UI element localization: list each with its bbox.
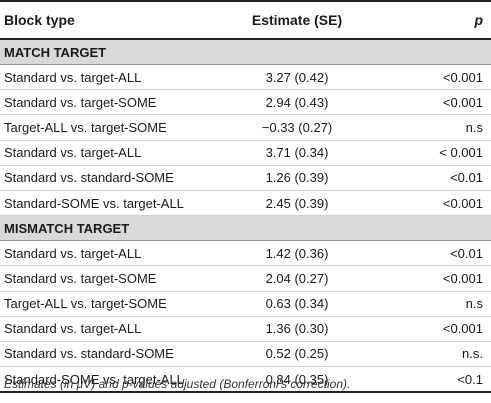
table-row: Standard vs. target-SOME 2.04 (0.27) <0.00… (0, 265, 491, 292)
p-value-cell: < 0.001 (376, 140, 491, 166)
p-value-cell: <0.001 (376, 265, 491, 292)
table-row: Standard-SOME vs. target-ALL 2.45 (0.39) <… (0, 190, 491, 217)
p-value-cell: <0.001 (376, 89, 491, 116)
section-title: MATCH TARGET (0, 39, 491, 65)
block-type-cell: Standard vs. target-ALL (0, 316, 218, 342)
estimate-cell: 2.45 (0.39) (218, 190, 376, 217)
estimate-cell: 2.94 (0.43) (218, 89, 376, 116)
estimate-cell: 3.27 (0.42) (218, 64, 376, 91)
block-type-cell: Standard vs. target-SOME (0, 89, 218, 116)
block-type-cell: Standard vs. standard-SOME (0, 165, 218, 191)
table-body: MATCH TARGET Standard vs. target-ALL 3.27 … (0, 39, 491, 394)
block-type-cell: Target-ALL vs. target-SOME (0, 291, 218, 317)
table-row: Standard vs. standard-SOME 1.26 (0.39) <0.… (0, 165, 491, 191)
table-row: Standard vs. target-SOME 2.94 (0.43) <0.00… (0, 89, 491, 116)
p-value-cell: <0.001 (376, 190, 491, 217)
block-type-cell: Target-ALL vs. target-SOME (0, 114, 218, 141)
table-header-row: Block type Estimate (SE) p (0, 0, 491, 40)
results-table-container: Block type Estimate (SE) p MATCH TARGET S… (0, 0, 491, 394)
estimate-cell: 0.84 (0.35) (218, 366, 376, 394)
p-value-cell: n.s (376, 291, 491, 317)
estimate-cell: −0.33 (0.27) (218, 114, 376, 141)
table-row: Target-ALL vs. target-SOME −0.33 (0.27) n.… (0, 114, 491, 141)
block-type-cell: Standard vs. target-ALL (0, 64, 218, 91)
estimate-cell: 1.36 (0.30) (218, 316, 376, 342)
block-type-cell: Standard vs. target-SOME (0, 265, 218, 292)
p-value-cell: n.s (376, 114, 491, 141)
p-value-cell: <0.001 (376, 64, 491, 91)
header-p-value: p (376, 0, 491, 40)
estimate-cell: 1.42 (0.36) (218, 240, 376, 267)
estimate-cell: 3.71 (0.34) (218, 140, 376, 166)
estimate-cell: 2.04 (0.27) (218, 265, 376, 292)
header-estimate: Estimate (SE) (218, 0, 376, 40)
table-row: Target-ALL vs. target-SOME 0.63 (0.34) n.s (0, 291, 491, 317)
table-row: Standard vs. target-ALL 3.27 (0.42) <0.001 (0, 64, 491, 91)
table-row: Standard vs. target-ALL 3.71 (0.34) < 0.00… (0, 140, 491, 166)
block-type-cell: Standard-SOME vs. target-ALL (0, 190, 218, 217)
p-value-cell: <0.1 (376, 366, 491, 394)
table-row: Standard vs. target-ALL 1.42 (0.36) <0.01 (0, 240, 491, 267)
block-type-cell: Standard vs. target-ALL (0, 140, 218, 166)
results-table: Block type Estimate (SE) p MATCH TARGET S… (0, 0, 491, 394)
section-title: MISMATCH TARGET (0, 215, 491, 242)
table-row: Standard vs. target-ALL 1.36 (0.30) <0.001 (0, 316, 491, 342)
table-row: Standard vs. standard-SOME 0.52 (0.25) n.s… (0, 341, 491, 368)
p-value-cell: <0.001 (376, 316, 491, 342)
estimate-cell: 0.63 (0.34) (218, 291, 376, 317)
block-type-cell: Standard-SOME vs. target-ALL (0, 366, 218, 394)
p-value-cell: <0.01 (376, 240, 491, 267)
section-header-row: MATCH TARGET (0, 39, 491, 65)
p-value-cell: n.s. (376, 341, 491, 368)
section-header-row: MISMATCH TARGET (0, 215, 491, 242)
block-type-cell: Standard vs. standard-SOME (0, 341, 218, 368)
block-type-cell: Standard vs. target-ALL (0, 240, 218, 267)
p-value-cell: <0.01 (376, 165, 491, 191)
table-row: Standard-SOME vs. target-ALL 0.84 (0.35) <… (0, 366, 491, 394)
estimate-cell: 1.26 (0.39) (218, 165, 376, 191)
header-block-type: Block type (0, 0, 218, 40)
table-footnote: Estimates (in μV) and p-values adjusted … (4, 377, 351, 391)
estimate-cell: 0.52 (0.25) (218, 341, 376, 368)
